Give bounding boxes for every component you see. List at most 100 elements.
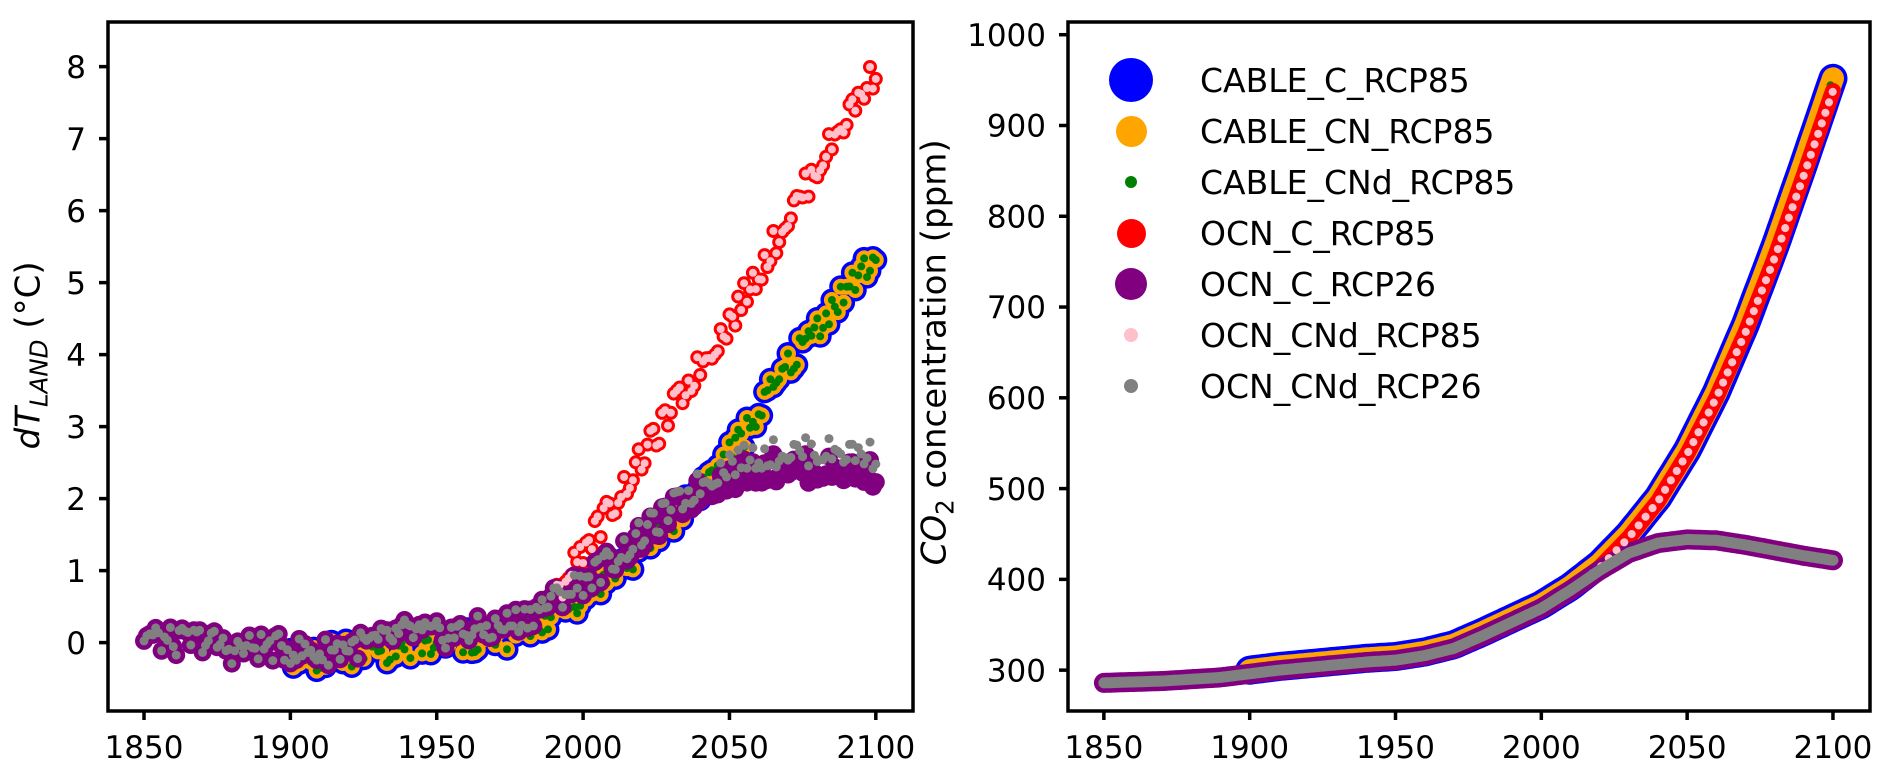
data-point	[760, 251, 769, 260]
data-point	[620, 473, 629, 481]
data-point	[649, 424, 658, 433]
data-point	[757, 275, 766, 284]
data-point	[335, 654, 345, 664]
data-point	[696, 371, 705, 379]
legend-label: OCN_C_RCP85	[1200, 213, 1436, 253]
data-point	[781, 363, 790, 371]
data-point	[654, 527, 664, 537]
right-y-tick-label: 900	[987, 109, 1046, 145]
data-point	[660, 498, 670, 508]
data-point	[587, 545, 596, 554]
data-point	[323, 660, 333, 670]
data-point	[866, 473, 885, 492]
data-point	[681, 391, 690, 400]
data-point	[508, 621, 518, 631]
data-point	[573, 558, 582, 567]
ylabel-right-units: concentration (ppm)	[914, 139, 955, 500]
left-y-tick-label: 0	[66, 626, 86, 662]
data-point	[798, 193, 807, 202]
line-series-OCN_CNd_RCP26	[1098, 533, 1839, 689]
scatter-series-OCN_CNd_RCP26	[139, 433, 881, 670]
right-y-tick-label: 600	[987, 381, 1046, 417]
data-point	[162, 635, 172, 645]
data-point	[766, 375, 775, 384]
data-point	[748, 268, 757, 277]
legend-item-OCN_CNd_RCP26: OCN_CNd_RCP26	[1101, 364, 1482, 408]
data-point	[628, 544, 638, 554]
right-x-tick-label: 2050	[1648, 730, 1727, 766]
data-point	[203, 636, 213, 646]
left-x-tick-label: 1900	[251, 730, 330, 766]
legend-gray-circle-icon	[1124, 379, 1138, 393]
data-point	[825, 320, 833, 329]
data-point	[406, 654, 415, 663]
data-point	[537, 595, 547, 605]
data-point	[804, 461, 813, 471]
data-point	[731, 433, 740, 442]
data-point	[388, 636, 398, 646]
data-point	[455, 619, 465, 629]
data-point	[850, 456, 860, 466]
data-point	[675, 383, 684, 392]
data-point	[842, 120, 851, 129]
data-point	[690, 381, 699, 390]
data-point	[804, 192, 813, 201]
data-point	[842, 455, 852, 465]
data-point	[473, 611, 483, 621]
data-point	[845, 282, 854, 291]
right-y-axis-label: CO2 concentration (ppm)	[915, 107, 960, 597]
data-point	[566, 589, 576, 599]
data-point	[604, 550, 614, 560]
left-x-tick-label: 2100	[836, 730, 915, 766]
data-point	[692, 469, 702, 479]
data-point	[544, 625, 552, 634]
data-point	[640, 459, 649, 468]
data-point	[209, 626, 219, 636]
data-point	[186, 640, 196, 650]
data-point	[353, 654, 363, 664]
data-point	[716, 325, 725, 334]
data-point	[168, 642, 178, 652]
legend-label: CABLE_CN_RCP85	[1200, 111, 1495, 151]
left-y-tick-label: 4	[66, 338, 86, 374]
data-point	[810, 323, 819, 332]
right-x-tick-label: 1900	[1210, 730, 1289, 766]
data-point	[631, 458, 640, 467]
data-point	[596, 533, 605, 542]
data-point	[666, 408, 675, 417]
data-point	[866, 266, 874, 275]
data-point	[784, 222, 792, 231]
data-point	[839, 298, 848, 307]
right-line-series	[1093, 63, 1848, 693]
data-point	[256, 630, 266, 639]
data-point	[743, 414, 751, 422]
data-point	[394, 629, 404, 639]
data-point	[751, 285, 760, 294]
right-y-tick-label: 700	[987, 290, 1046, 326]
data-point	[593, 512, 602, 521]
left-y-tick-label: 7	[66, 122, 86, 158]
data-point	[268, 656, 278, 666]
data-point	[833, 308, 842, 317]
ylabel-right-sub: 2	[930, 499, 960, 515]
legend-item-CABLE_C_RCP85: CABLE_C_RCP85	[1101, 58, 1470, 102]
data-point	[482, 621, 491, 631]
data-point	[827, 296, 836, 304]
data-point	[775, 238, 784, 247]
data-point	[546, 591, 556, 601]
data-point	[851, 106, 860, 115]
right-y-tick-label: 400	[987, 563, 1046, 599]
data-point	[391, 652, 400, 661]
data-point	[543, 602, 553, 612]
data-point	[648, 508, 658, 518]
data-point	[373, 634, 383, 644]
data-point	[739, 440, 749, 450]
data-point	[171, 650, 181, 660]
data-point	[610, 565, 620, 574]
data-point	[631, 529, 641, 538]
data-point	[572, 583, 582, 593]
left-scatter-series	[135, 60, 888, 683]
scatter-series-OCN_CNd_RCP85	[140, 63, 880, 670]
